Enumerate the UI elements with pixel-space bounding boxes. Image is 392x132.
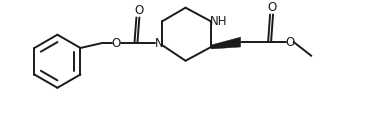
Text: O: O bbox=[285, 36, 294, 49]
Text: N: N bbox=[155, 37, 163, 50]
Polygon shape bbox=[211, 37, 241, 49]
Text: O: O bbox=[135, 4, 144, 17]
Text: O: O bbox=[111, 37, 120, 50]
Text: NH: NH bbox=[210, 15, 228, 28]
Text: O: O bbox=[267, 1, 277, 14]
